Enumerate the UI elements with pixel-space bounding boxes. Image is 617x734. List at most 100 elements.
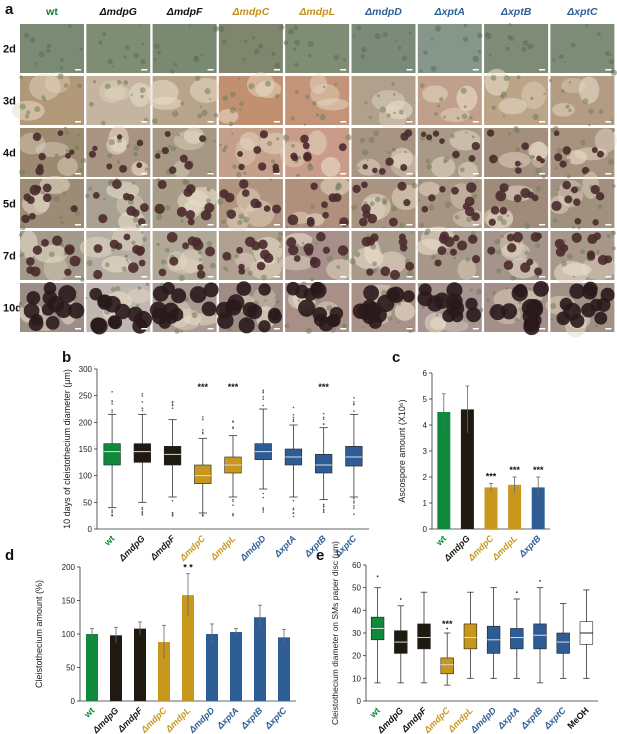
photo-speck xyxy=(407,119,410,122)
photo-light-patch xyxy=(307,130,327,156)
photo-speck xyxy=(560,89,565,93)
photo-cell xyxy=(417,76,482,125)
photo-cleistothecium xyxy=(272,204,282,214)
outlier-point xyxy=(292,508,295,511)
photo-light-patch xyxy=(179,249,203,274)
photo-cleistothecium xyxy=(236,281,252,296)
photo-cleistothecium xyxy=(251,241,261,251)
photo-speck xyxy=(366,159,369,162)
outlier-point xyxy=(446,627,449,630)
x-category-label: ΔmdpD xyxy=(468,705,498,734)
photo-cleistothecium xyxy=(109,239,119,249)
outlier-point xyxy=(111,400,113,402)
photo-speck xyxy=(587,329,591,332)
photo-cleistothecium xyxy=(187,236,198,246)
photo-scale-bar xyxy=(207,224,214,226)
photo-cleistothecium xyxy=(594,311,608,325)
outlier-point xyxy=(141,511,144,514)
bar xyxy=(182,595,194,701)
photo-speck xyxy=(110,286,116,292)
photo-speck xyxy=(357,166,360,170)
photo-cleistothecium xyxy=(288,245,299,256)
outlier-point xyxy=(376,575,379,578)
x-category-label: ΔmdpG xyxy=(90,705,120,734)
photo-speck xyxy=(230,91,236,98)
photo-speck xyxy=(373,130,380,137)
x-category-label: ΔmdpC xyxy=(422,705,452,734)
photo-speck xyxy=(548,78,553,83)
photo-speck xyxy=(138,24,142,28)
photo-speck xyxy=(361,149,369,156)
photo-cleistothecium xyxy=(119,164,128,173)
photo-speck xyxy=(527,43,534,50)
photo-speck xyxy=(535,243,541,249)
photo-cleistothecium xyxy=(157,179,167,190)
photo-speck xyxy=(126,144,130,148)
photo-cleistothecium xyxy=(52,235,63,246)
photo-cleistothecium xyxy=(366,236,376,246)
x-category-label: wt xyxy=(82,705,97,720)
box xyxy=(463,623,478,650)
photo-speck xyxy=(472,55,479,63)
photo-background xyxy=(550,179,615,228)
photo-cleistothecium xyxy=(303,151,312,161)
photo-cleistothecium xyxy=(222,251,232,261)
x-category-label: ΔxptA xyxy=(495,705,521,731)
photo-cleistothecium xyxy=(488,218,496,226)
photo-cell xyxy=(218,24,285,73)
photo-speck xyxy=(322,85,326,89)
photo-speck xyxy=(239,101,244,107)
outlier-point xyxy=(292,418,295,421)
outlier-point xyxy=(141,513,144,515)
bar xyxy=(86,634,98,701)
photo-light-patch xyxy=(18,132,46,155)
photo-light-patch xyxy=(131,161,149,176)
photo-speck xyxy=(472,193,478,199)
photo-cleistothecium xyxy=(161,146,169,155)
photo-cleistothecium xyxy=(149,301,167,319)
photo-cleistothecium xyxy=(590,184,600,195)
photo-speck xyxy=(107,58,113,65)
photo-scale-bar xyxy=(273,224,280,226)
photo-scale-bar xyxy=(75,328,81,330)
photo-speck xyxy=(381,289,387,296)
photo-speck xyxy=(431,38,434,41)
x-category-label: ΔmdpG xyxy=(116,533,146,563)
photo-speck xyxy=(80,277,85,283)
photo-speck xyxy=(503,75,510,82)
photo-speck xyxy=(80,157,87,164)
y-tick-label: 100 xyxy=(79,472,93,481)
photo-light-patch xyxy=(235,138,257,166)
photo-speck xyxy=(127,261,130,264)
photo-cleistothecium xyxy=(139,203,149,212)
photo-speck xyxy=(364,101,368,105)
photo-scale-bar xyxy=(75,276,81,278)
photo-speck xyxy=(492,291,496,295)
bar xyxy=(110,635,122,701)
photo-cleistothecium xyxy=(352,184,361,194)
photo-scale-bar xyxy=(207,69,214,71)
photo-speck xyxy=(64,130,70,136)
photo-speck xyxy=(156,178,161,182)
photo-cleistothecium xyxy=(32,245,43,255)
photo-speck xyxy=(206,240,213,247)
photo-cell xyxy=(149,282,219,334)
photo-speck xyxy=(543,92,546,96)
photo-cleistothecium xyxy=(399,243,408,252)
photo-scale-bar xyxy=(605,173,612,175)
photo-cleistothecium xyxy=(486,129,495,137)
photo-speck xyxy=(57,73,64,80)
photo-speck xyxy=(243,171,247,175)
photo-cleistothecium xyxy=(204,202,215,213)
photo-speck xyxy=(294,89,299,95)
photo-speck xyxy=(142,236,147,242)
photo-speck xyxy=(27,170,30,173)
photo-speck xyxy=(85,193,90,198)
photo-speck xyxy=(476,288,482,295)
bar xyxy=(230,631,242,701)
photo-scale-bar xyxy=(141,121,148,123)
photo-speck xyxy=(235,172,242,178)
photo-cleistothecium xyxy=(556,311,571,326)
photo-speck xyxy=(34,106,41,113)
y-tick-label: 0 xyxy=(71,697,76,706)
